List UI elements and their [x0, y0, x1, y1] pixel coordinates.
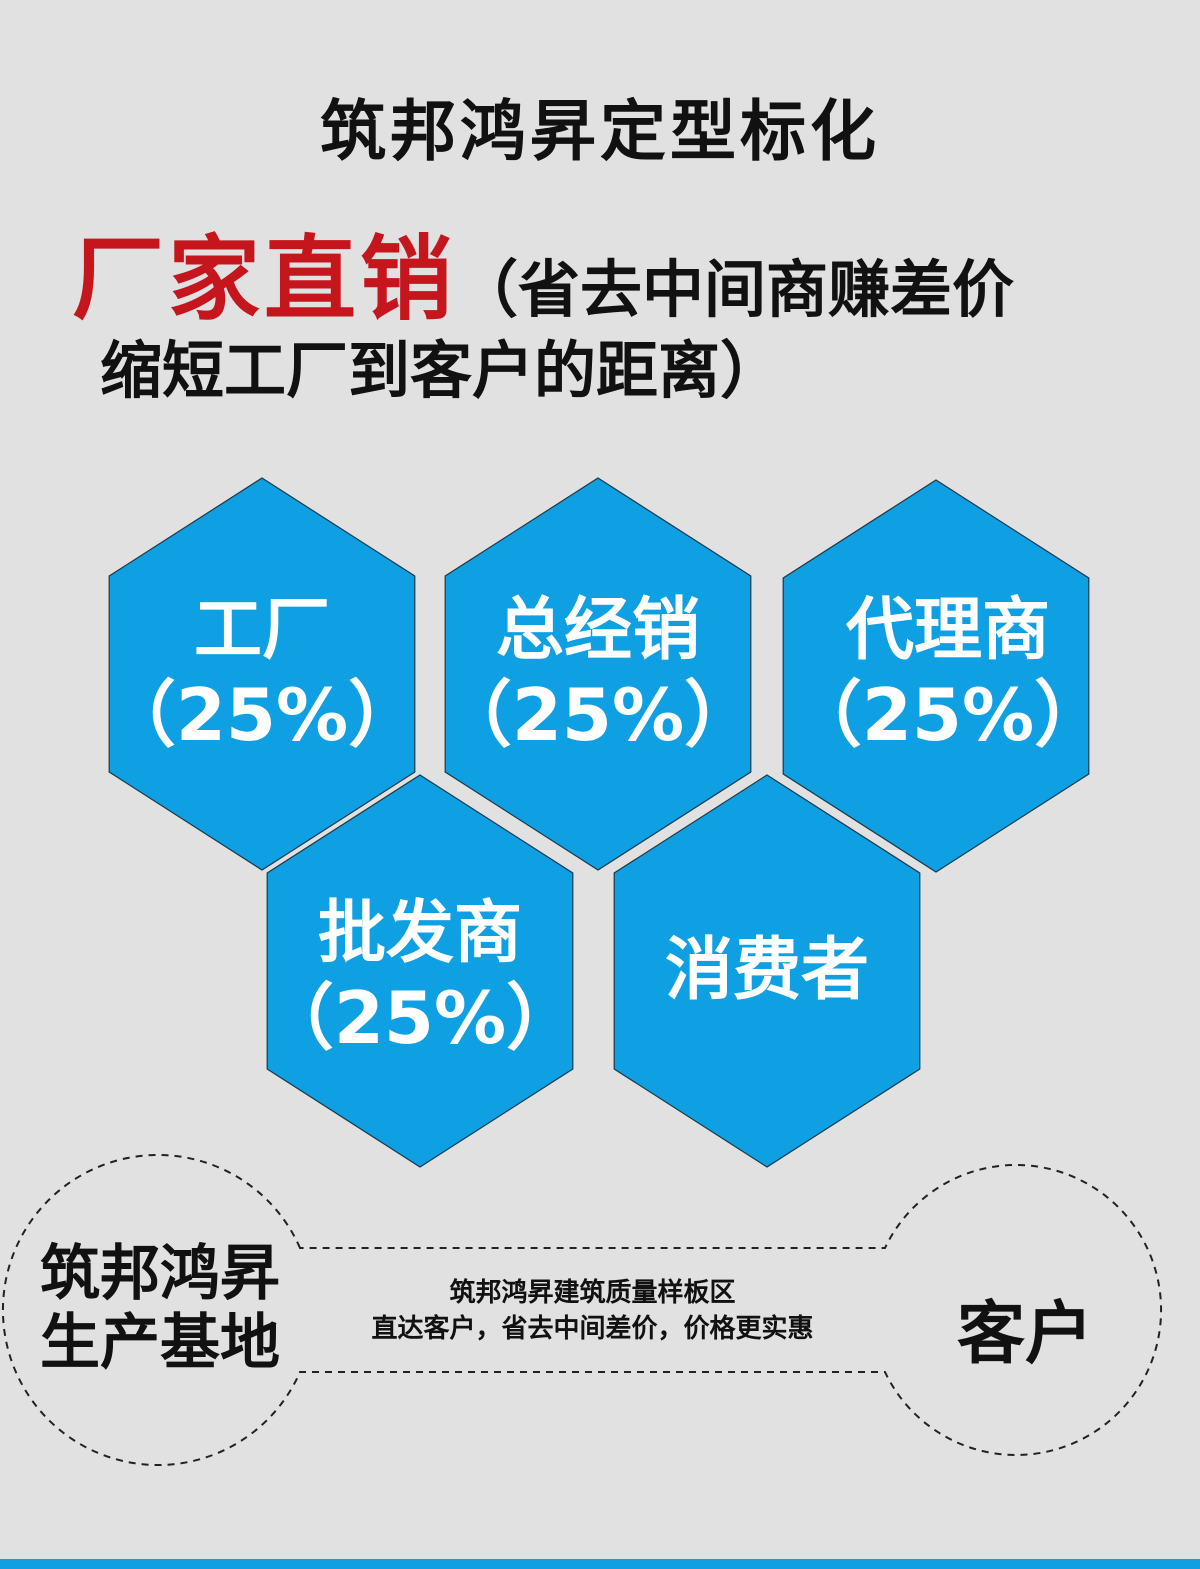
hex-factory: 工厂 （25%）: [92, 590, 432, 758]
hex-consumer: 消费者: [597, 930, 937, 1012]
hex-name: 批发商: [317, 894, 522, 973]
production-base: 筑邦鸿昇 生产基地: [20, 1240, 300, 1378]
hex-name: 工厂: [193, 591, 330, 670]
headline-rest: （省去中间商赚差价: [456, 253, 1015, 326]
middle-line2: 直达客户，省去中间差价，价格更实惠: [371, 1314, 814, 1345]
customer: 客户: [956, 1295, 1093, 1374]
hexagon: [108, 477, 416, 871]
production-base-line2: 生产基地: [40, 1308, 280, 1378]
hex-name: 代理商: [845, 591, 1050, 670]
dashed-outline: [1, 1154, 1162, 1466]
headline-red: 厂家直销: [72, 226, 457, 333]
hexagon: [444, 477, 752, 871]
bottom-bar: [0, 1559, 1200, 1569]
hex-pct: （25%）: [439, 672, 757, 757]
hex-general-distributor: 总经销 （25%）: [428, 590, 768, 758]
headline: 厂家直销（省去中间商赚差价: [72, 205, 1014, 338]
hex-wholesaler: 批发商 （25%）: [250, 893, 590, 1061]
headline-line2: 缩短工厂到客户的距离）: [100, 334, 783, 407]
hex-name: 消费者: [664, 931, 869, 1010]
page-title: 筑邦鸿昇定型标化: [320, 93, 880, 170]
hex-pct: （25%）: [103, 672, 421, 757]
hexagon: [266, 774, 574, 1168]
hexagon: [613, 774, 921, 1168]
middle-line1: 筑邦鸿昇建筑质量样板区: [449, 1278, 736, 1308]
middle-text: 筑邦鸿昇建筑质量样板区 直达客户，省去中间差价，价格更实惠: [300, 1275, 885, 1348]
hex-name: 总经销: [495, 591, 700, 670]
hex-agent: 代理商 （25%）: [778, 590, 1118, 758]
hex-pct: （25%）: [789, 672, 1107, 757]
production-base-line1: 筑邦鸿昇: [40, 1239, 280, 1309]
hex-pct: （25%）: [261, 975, 579, 1060]
hexagon: [782, 479, 1090, 873]
